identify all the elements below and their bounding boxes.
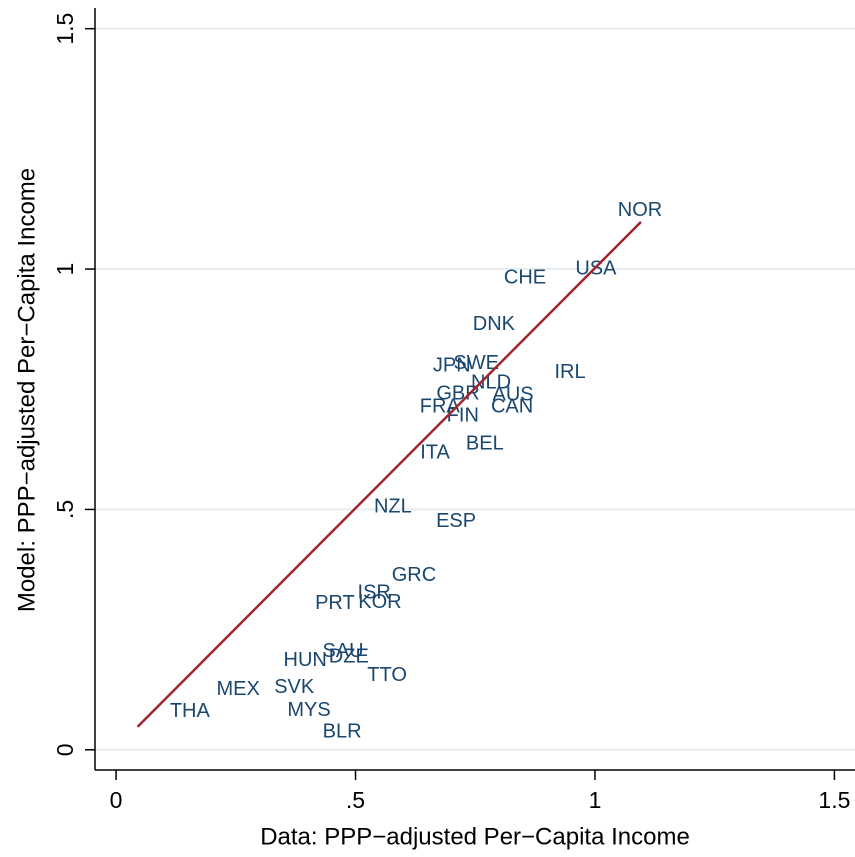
point-label: PRT xyxy=(315,592,355,614)
point-label: NOR xyxy=(618,199,662,221)
point-label: THA xyxy=(170,700,211,722)
point-label: SAU xyxy=(323,640,364,662)
point-label: GBR xyxy=(436,382,479,404)
point-label: SWE xyxy=(453,352,499,374)
point-label: AUS xyxy=(493,383,534,405)
point-label: NZL xyxy=(374,495,412,517)
point-label: FIN xyxy=(447,404,479,426)
point-label: ITA xyxy=(420,441,450,463)
y-tick-label: .5 xyxy=(52,500,78,519)
point-label: GRC xyxy=(392,564,436,586)
point-label: HUN xyxy=(284,649,327,671)
x-tick-label: 1 xyxy=(589,787,602,813)
point-label: SVK xyxy=(274,676,315,698)
point-label: KOR xyxy=(358,591,401,613)
point-label: DNK xyxy=(473,313,516,335)
x-tick-label: 0 xyxy=(110,787,123,813)
point-label: BEL xyxy=(466,432,504,454)
point-label: ISR xyxy=(358,581,391,603)
point-label: DZE xyxy=(329,645,369,667)
y-axis-title: Model: PPP−adjusted Per−Capita Income xyxy=(13,168,40,612)
fit-line xyxy=(136,221,642,728)
point-label: TTO xyxy=(367,664,407,686)
point-label: JPN xyxy=(433,354,471,376)
point-label: CHE xyxy=(504,266,546,288)
point-label: NLD xyxy=(471,371,511,393)
point-label: MYS xyxy=(287,699,330,721)
point-label: BLR xyxy=(323,720,362,742)
point-label: IRL xyxy=(554,361,585,383)
point-label: ESP xyxy=(436,510,476,532)
x-tick-label: .5 xyxy=(346,787,365,813)
y-tick-label: 1 xyxy=(52,263,78,276)
point-label: MEX xyxy=(217,678,260,700)
x-tick-label: 1.5 xyxy=(818,787,850,813)
y-tick-label: 0 xyxy=(52,743,78,756)
x-axis-title: Data: PPP−adjusted Per−Capita Income xyxy=(260,823,690,850)
y-tick-label: 1.5 xyxy=(52,13,78,45)
point-label: CAN xyxy=(491,395,533,417)
